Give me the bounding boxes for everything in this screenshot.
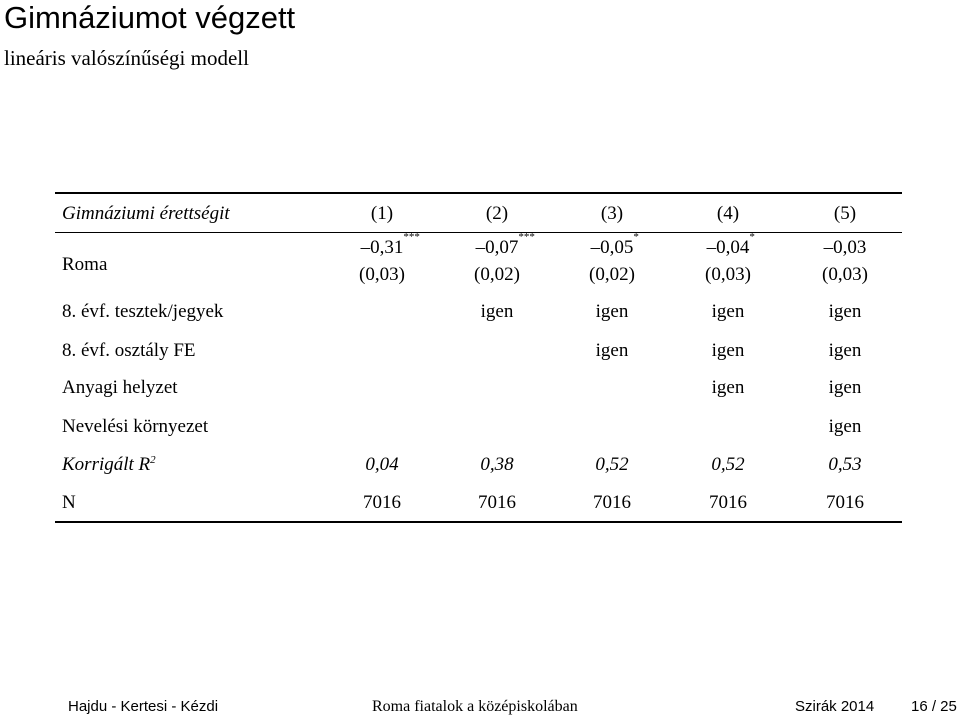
column-header: (2) xyxy=(485,203,509,224)
r2-label: Korrigált R xyxy=(62,454,151,476)
indicator-cell: igen xyxy=(828,340,862,361)
coefficient: –0,03 xyxy=(824,237,867,259)
standard-error: (0,03) xyxy=(359,264,405,285)
standard-error: (0,02) xyxy=(589,264,635,285)
coefficient: –0,31 *** xyxy=(360,231,420,259)
row-label: 8. évf. tesztek/jegyek xyxy=(62,301,224,322)
column-header: (5) xyxy=(833,203,857,224)
indicator-cell: igen xyxy=(828,416,862,437)
coefficient: –0,04 * xyxy=(706,231,755,259)
r2-cell: 0,52 xyxy=(711,454,745,475)
r2-cell: 0,53 xyxy=(828,454,862,475)
footer-event: Szirák 2014 xyxy=(795,698,875,715)
significance-stars: * xyxy=(749,231,755,243)
row-label: Korrigált R2 xyxy=(62,454,156,476)
footer-page: 16 / 25 xyxy=(911,698,957,715)
standard-error: (0,02) xyxy=(474,264,520,285)
bottom-rule xyxy=(55,521,902,523)
r2-cell: 0,52 xyxy=(595,454,629,475)
header-label: Gimnáziumi érettségit xyxy=(62,203,230,224)
column-header: (4) xyxy=(716,203,740,224)
column-header: (1) xyxy=(370,203,394,224)
r2-cell: 0,04 xyxy=(365,454,399,475)
row-label: N xyxy=(62,492,76,513)
indicator-cell: igen xyxy=(595,340,629,361)
column-header: (3) xyxy=(600,203,624,224)
n-cell: 7016 xyxy=(709,492,747,513)
indicator-cell: igen xyxy=(711,377,745,398)
footer-title: Roma fiatalok a középiskolában xyxy=(372,698,578,715)
coefficient-value: –0,03 xyxy=(823,237,867,258)
significance-stars: *** xyxy=(518,231,535,243)
standard-error: (0,03) xyxy=(705,264,751,285)
standard-error: (0,03) xyxy=(822,264,868,285)
indicator-cell: igen xyxy=(711,301,745,322)
indicator-cell: igen xyxy=(480,301,514,322)
indicator-cell: igen xyxy=(828,301,862,322)
footer-authors: Hajdu - Kertesi - Kézdi xyxy=(68,698,219,715)
n-cell: 7016 xyxy=(478,492,516,513)
slide-subtitle: lineáris valószínűségi modell xyxy=(4,46,249,70)
n-cell: 7016 xyxy=(826,492,864,513)
coefficient: –0,05 * xyxy=(590,231,639,259)
indicator-cell: igen xyxy=(595,301,629,322)
coefficient-value: –0,04 xyxy=(706,237,750,258)
indicator-cell: igen xyxy=(711,340,745,361)
r2-superscript: 2 xyxy=(150,453,156,466)
r2-cell: 0,38 xyxy=(480,454,514,475)
row-label: Nevelési környezet xyxy=(62,416,209,437)
n-cell: 7016 xyxy=(363,492,401,513)
coefficient: –0,07 *** xyxy=(475,231,535,259)
slide-title: Gimnáziumot végzett xyxy=(4,0,296,35)
indicator-cell: igen xyxy=(828,377,862,398)
coefficient-value: –0,31 xyxy=(360,237,404,258)
significance-stars: *** xyxy=(403,231,420,243)
coefficient-value: –0,07 xyxy=(475,237,519,258)
coefficient-value: –0,05 xyxy=(590,237,634,258)
row-label: 8. évf. osztály FE xyxy=(62,340,196,361)
significance-stars: * xyxy=(633,231,639,243)
top-rule xyxy=(55,192,902,194)
row-label: Roma xyxy=(62,254,108,275)
row-label: Anyagi helyzet xyxy=(62,377,178,398)
n-cell: 7016 xyxy=(593,492,631,513)
header-rule xyxy=(55,232,902,233)
